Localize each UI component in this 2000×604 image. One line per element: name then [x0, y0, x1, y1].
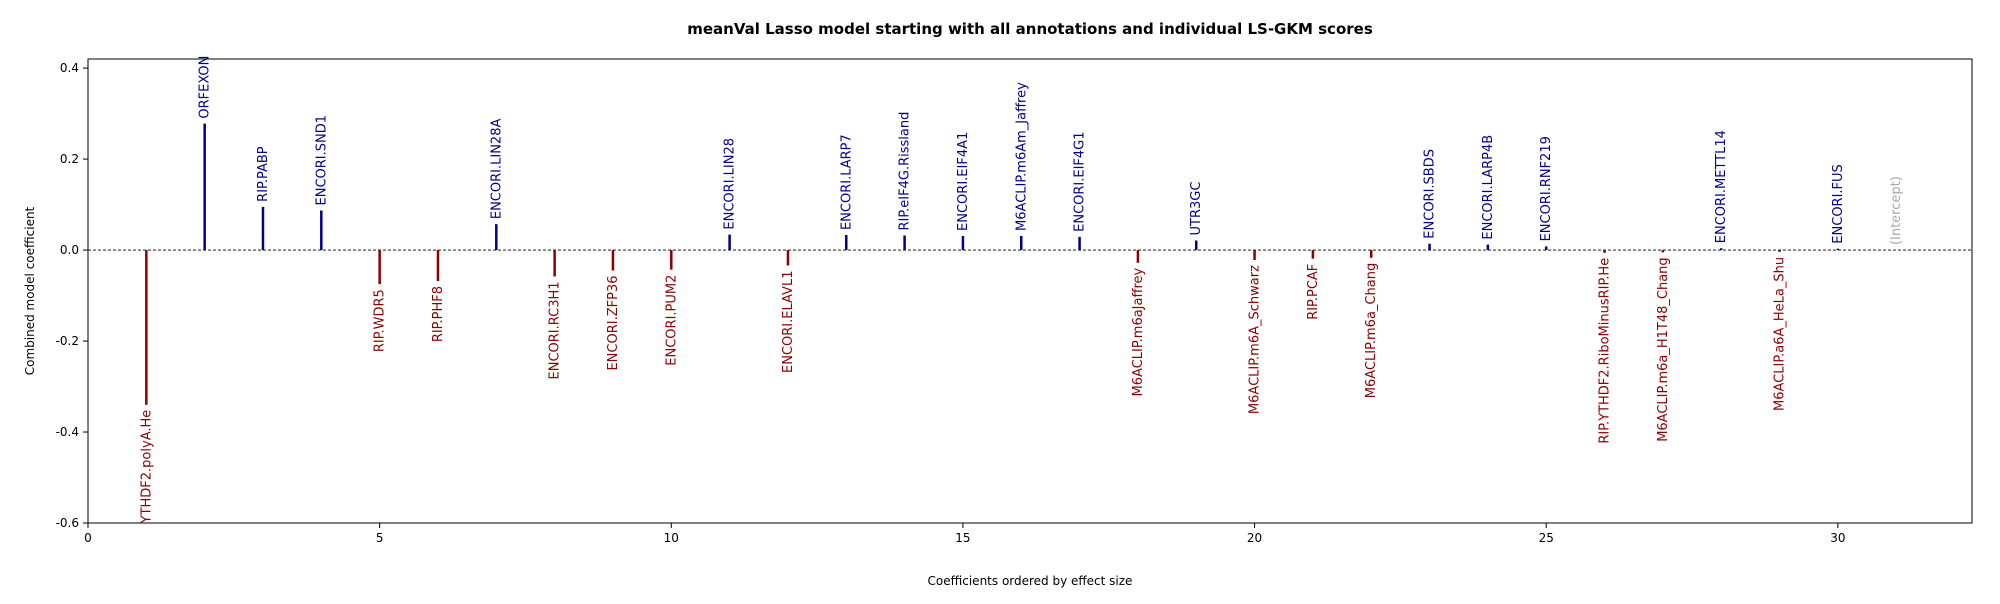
coefficient-label: M6ACLIP.m6aJaffrey: [1131, 268, 1146, 397]
coefficient-label: RIP.eIF4G.Rissland: [898, 112, 913, 231]
coefficient-label: RIP.PABP: [256, 146, 271, 202]
coefficient-label: ENCORI.RC3H1: [548, 281, 563, 379]
coefficient-label: ENCORI.LIN28A: [489, 119, 504, 220]
y-tick-label: -0.6: [56, 516, 79, 530]
y-tick-label: 0.4: [60, 61, 79, 75]
coefficient-label: ENCORI.EIF4G1: [1073, 131, 1088, 231]
coefficient-label: (Intercept): [1889, 176, 1904, 245]
coefficient-label: ENCORI.SBDS: [1423, 149, 1438, 239]
x-tick-label: 5: [376, 531, 384, 545]
coefficient-label: RIP.WDR5: [373, 289, 388, 352]
plot-frame: [87, 58, 1973, 524]
coefficient-label: ENCORI.SND1: [314, 115, 329, 206]
x-axis-label: Coefficients ordered by effect size: [928, 574, 1133, 588]
coefficient-label: ENCORI.LARP4B: [1481, 135, 1496, 240]
x-tick-label: 10: [664, 531, 679, 545]
coefficient-label: ENCORI.ELAVL1: [781, 271, 796, 373]
coefficient-label: ENCORI.LARP7: [839, 134, 854, 230]
y-tick-label: 0.0: [60, 243, 79, 257]
coefficient-label: RIP.YTHDF2.RiboMinusRIP.He: [1598, 258, 1613, 444]
y-axis-label: Combined model coefficient: [23, 206, 37, 375]
x-tick-label: 0: [84, 531, 92, 545]
coefficient-label: M6ACLIP.m6Am_Jaffrey: [1014, 82, 1029, 231]
coefficient-label: ENCORI.LIN28: [723, 138, 738, 230]
x-tick-label: 25: [1539, 531, 1554, 545]
x-tick-label: 20: [1247, 531, 1262, 545]
coefficient-label: ENCORI.RNF219: [1539, 136, 1554, 241]
chart-title: meanVal Lasso model starting with all an…: [687, 20, 1373, 38]
coefficient-label: M6ACLIP.m6a_Chang: [1364, 263, 1379, 398]
y-tick-label: -0.2: [56, 334, 79, 348]
x-tick-label: 30: [1830, 531, 1845, 545]
y-tick-label: 0.2: [60, 152, 79, 166]
coefficient-label: ENCORI.PUM2: [664, 275, 679, 366]
coefficient-label: ENCORI.ZFP36: [606, 276, 621, 371]
coefficient-label: RIP.PCAF: [1306, 264, 1321, 320]
coefficient-marks: YTHDF2.polyA.He ORFEXON RIP.PABP ENCORI.SND…: [88, 56, 1972, 525]
axes: -0.6 -0.4 -0.2 0.0 0.2 0.4 0 5 10 15 20 25 30: [56, 61, 1846, 545]
x-tick-label: 15: [955, 531, 970, 545]
coefficient-label: M6ACLIP.a6A_HeLa_Shu: [1773, 257, 1788, 411]
coefficient-label: UTR3GC: [1189, 182, 1204, 236]
coefficient-label: ENCORI.METTL14: [1714, 130, 1729, 243]
coefficient-label: M6ACLIP.m6A_Schwarz: [1248, 265, 1263, 414]
coefficient-label: ENCORI.FUS: [1831, 164, 1846, 244]
y-tick-label: -0.4: [56, 425, 79, 439]
coefficient-label: M6ACLIP.m6a_H1T48_Chang: [1656, 257, 1671, 441]
coefficient-label: YTHDF2.polyA.He: [139, 410, 154, 525]
coefficient-label: ENCORI.EIF4A1: [956, 132, 971, 231]
coefficient-label: RIP.PHF8: [431, 286, 446, 342]
coefficient-label: ORFEXON: [198, 56, 213, 119]
